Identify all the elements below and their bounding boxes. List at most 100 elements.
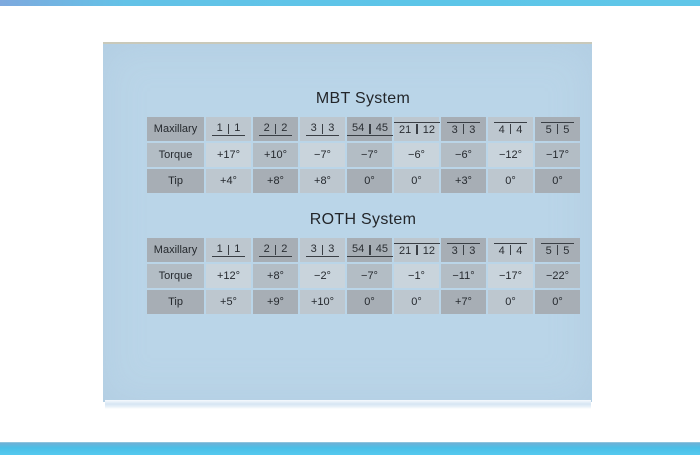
mbt-table-mount: Maxillary 1 1 2 2 3 3 54 45 21 12 3 3 4 4 5 5 Torque +17° +… (145, 115, 581, 195)
quadrant-divider (369, 124, 371, 134)
tooth-header-cell: 21 12 (394, 117, 440, 141)
system-title-mbt: MBT System (315, 90, 411, 107)
quadrant-divider (321, 245, 324, 255)
table-row: Torque +12° +8° −2° −7° −1° −11° −17° −22° (147, 264, 580, 288)
angles-table: Maxillary 1 1 2 2 3 3 54 45 21 12 3 3 4 4 5 5 Torque +17° +… (145, 115, 582, 195)
tooth-header-cell: 54 45 (347, 117, 393, 141)
tip-value-cell: 0° (394, 169, 439, 193)
tip-value-cell: +3° (441, 169, 486, 193)
tooth-notation: 21 12 (394, 122, 440, 136)
torque-value-cell: −7° (347, 264, 392, 288)
tooth-header-cell: 21 12 (394, 238, 440, 262)
bottom-accent-bar (0, 442, 700, 455)
tip-value-cell: +8° (300, 169, 345, 193)
row-label-cell: Torque (147, 264, 204, 288)
tip-value-cell: 0° (535, 169, 580, 193)
row-label-cell: Torque (147, 143, 204, 167)
roth-table-mount: Maxillary 1 1 2 2 3 3 54 45 21 12 3 3 4 4 5 5 Torque +12° +… (145, 236, 581, 316)
torque-value-cell: −17° (488, 264, 533, 288)
quadrant-divider (416, 124, 418, 134)
tip-value-cell: 0° (488, 290, 533, 314)
quadrant-divider (274, 245, 277, 255)
tooth-notation: 54 45 (347, 243, 393, 257)
top-accent-bar (0, 0, 700, 6)
torque-value-cell: +12° (206, 264, 251, 288)
tip-value-cell: +4° (206, 169, 251, 193)
torque-value-cell: +10° (253, 143, 298, 167)
torque-value-cell: −2° (300, 264, 345, 288)
torque-value-cell: −7° (300, 143, 345, 167)
tip-value-cell: 0° (347, 169, 392, 193)
quadrant-divider (462, 245, 465, 255)
quadrant-divider (227, 124, 230, 134)
quadrant-divider (416, 245, 418, 255)
quadrant-divider (321, 124, 324, 134)
table-row: Tip +5° +9° +10° 0° 0° +7° 0° 0° (147, 290, 580, 314)
quadrant-divider (556, 245, 559, 255)
tip-value-cell: +7° (441, 290, 486, 314)
tip-value-cell: 0° (347, 290, 392, 314)
tip-value-cell: 0° (535, 290, 580, 314)
system-title-roth: ROTH System (309, 211, 417, 228)
torque-value-cell: +17° (206, 143, 251, 167)
torque-value-cell: −6° (441, 143, 486, 167)
torque-value-cell: −6° (394, 143, 439, 167)
torque-value-cell: −17° (535, 143, 580, 167)
table-row: Tip +4° +8° +8° 0° 0° +3° 0° 0° (147, 169, 580, 193)
row-label-cell: Maxillary (147, 117, 204, 141)
quadrant-divider (509, 124, 512, 134)
torque-value-cell: −1° (394, 264, 439, 288)
quadrant-divider (509, 245, 512, 255)
tooth-notation: 21 12 (394, 243, 440, 257)
quadrant-divider (556, 124, 559, 134)
row-label-cell: Maxillary (147, 238, 204, 262)
tip-value-cell: +5° (206, 290, 251, 314)
photo-card: MBT System Maxillary 1 1 2 2 3 3 54 45 21 12 3 3 4 4 5 5… (103, 42, 592, 402)
torque-value-cell: +8° (253, 264, 298, 288)
row-label-cell: Tip (147, 290, 204, 314)
torque-value-cell: −22° (535, 264, 580, 288)
torque-value-cell: −11° (441, 264, 486, 288)
quadrant-divider (369, 245, 371, 255)
tooth-notation: 54 45 (347, 122, 393, 136)
torque-value-cell: −7° (347, 143, 392, 167)
angles-table: Maxillary 1 1 2 2 3 3 54 45 21 12 3 3 4 4 5 5 Torque +12° +… (145, 236, 582, 316)
row-label-cell: Tip (147, 169, 204, 193)
tip-value-cell: 0° (488, 169, 533, 193)
table-row: Torque +17° +10° −7° −7° −6° −6° −12° −17° (147, 143, 580, 167)
tip-value-cell: +8° (253, 169, 298, 193)
table-row: Maxillary 1 1 2 2 3 3 54 45 21 12 3 3 4 4 5 5 (147, 117, 580, 141)
quadrant-divider (274, 124, 277, 134)
tip-value-cell: +10° (300, 290, 345, 314)
card-bottom-edge (105, 400, 591, 409)
tip-value-cell: 0° (394, 290, 439, 314)
quadrant-divider (227, 245, 230, 255)
tip-value-cell: +9° (253, 290, 298, 314)
quadrant-divider (462, 124, 465, 134)
torque-value-cell: −12° (488, 143, 533, 167)
